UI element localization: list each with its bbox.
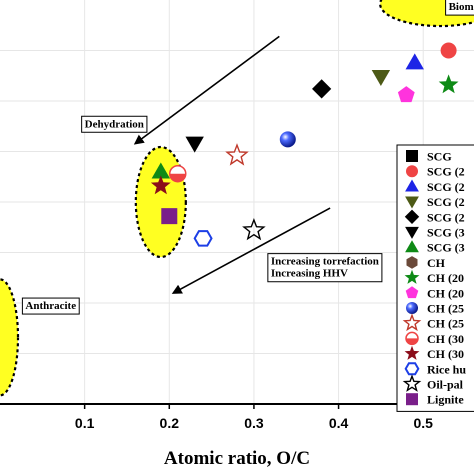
data-point-star-open — [242, 217, 266, 241]
x-axis-title: Atomic ratio, O/C — [164, 448, 310, 469]
legend-marker-triangle-down — [405, 196, 419, 209]
data-point-pentagon — [397, 86, 415, 103]
annotation-box — [21, 297, 80, 315]
data-point-circle — [440, 42, 457, 59]
annotation-label: Increasing HHV — [271, 268, 348, 280]
legend-label: SCG — [427, 150, 452, 164]
legend-label: CH (30 — [427, 332, 464, 346]
legend-marker-star — [404, 345, 420, 360]
data-point-square — [161, 208, 178, 225]
legend-label: SCG (2 — [427, 195, 465, 209]
annotation-label: Increasing torrefaction — [271, 256, 379, 268]
data-point-triangle-up — [405, 53, 424, 70]
legend-label: CH (25 — [427, 302, 464, 316]
legend-label: SCG (3 — [427, 241, 465, 255]
data-point-hexagon-open — [193, 230, 213, 247]
torrefaction-arrow — [171, 207, 331, 294]
annotation-box — [445, 0, 474, 16]
legend-label: SCG (2 — [427, 210, 465, 224]
legend-marker-hexagon-open — [404, 362, 420, 376]
data-point-triangle-down — [371, 69, 391, 86]
data-point-diamond — [312, 79, 332, 99]
legend-marker-pentagon — [405, 286, 419, 299]
legend-marker-diamond — [404, 209, 420, 224]
legend-marker-square — [406, 393, 418, 406]
legend-label: Lignite — [427, 393, 464, 407]
legend-marker-star-open — [402, 374, 422, 392]
legend-label: CH (20 — [427, 271, 464, 285]
legend-label: SCG (3 — [427, 226, 465, 240]
legend-label: CH (25 — [427, 317, 464, 331]
data-point-star — [150, 175, 171, 195]
x-tick-label: 0.2 — [160, 415, 180, 431]
data-point-star — [438, 74, 459, 94]
legend-label: SCG (2 — [427, 180, 465, 194]
legend-marker-triangle-down — [405, 226, 419, 239]
data-point-circle-half — [169, 164, 187, 183]
legend-marker-square — [406, 150, 418, 162]
annotation-label: Dehydration — [85, 118, 144, 130]
legend-label: SCG (2 — [427, 165, 465, 179]
legend-marker-circle — [406, 165, 418, 178]
legend-label: CH — [427, 256, 446, 270]
legend-label: CH (30 — [427, 347, 464, 361]
annotation-label: Anthracite — [25, 300, 76, 312]
data-points — [150, 42, 459, 247]
legend-marker-triangle-up — [405, 179, 419, 192]
x-tick-label: 0.1 — [75, 415, 95, 431]
legend-marker-star — [404, 269, 420, 284]
legend-marker-star-open — [402, 313, 422, 332]
data-point-triangle-down — [185, 136, 204, 153]
annotation-box — [267, 253, 383, 283]
legend-marker-circle-half — [405, 331, 419, 346]
legend-label: Rice hu — [427, 362, 466, 376]
anthracite-region — [0, 278, 20, 397]
legend-label: CH (20 — [427, 286, 464, 300]
dehydration-arrow — [133, 35, 280, 145]
legend-marker-sphere — [406, 302, 418, 314]
x-tick-label: 0.5 — [413, 415, 433, 431]
data-point-sphere — [279, 131, 296, 148]
data-point-triangle-up — [151, 162, 171, 179]
annotation-label: Biomass — [449, 1, 474, 13]
legend-marker-hexagon — [406, 256, 418, 269]
data-point-star-open — [225, 143, 249, 166]
legend-marker-triangle-up — [405, 240, 419, 253]
annotation-box — [81, 115, 148, 133]
x-tick-label: 0.4 — [329, 415, 349, 431]
x-tick-label: 0.3 — [244, 415, 264, 431]
legend-label: Oil-pal — [427, 378, 464, 392]
